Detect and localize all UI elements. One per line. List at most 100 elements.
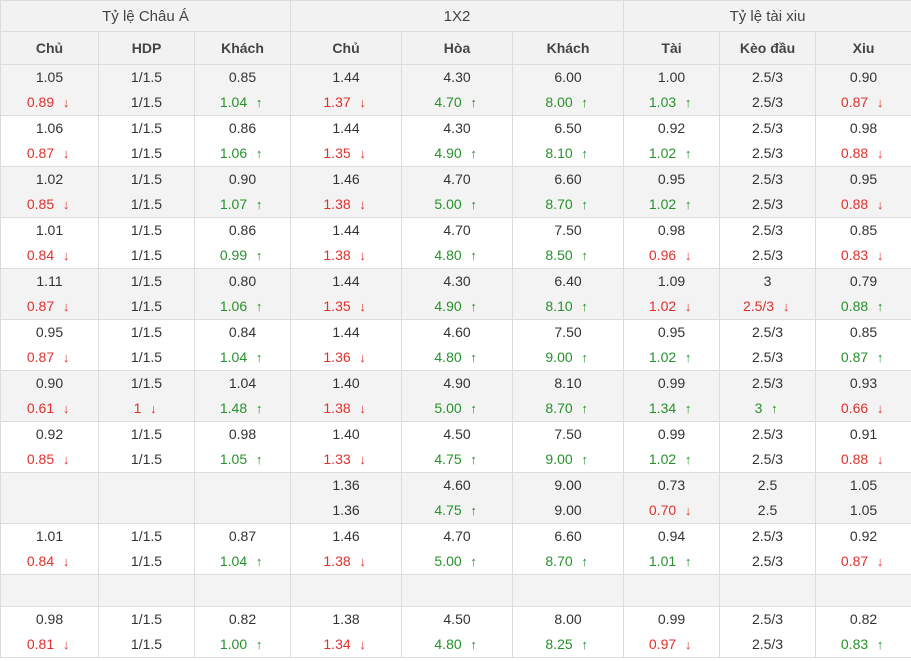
opening-odds: 1.36: [291, 473, 401, 498]
odds-value: 0.86: [228, 222, 257, 238]
opening-odds: 1.11: [1, 269, 98, 294]
live-odds: 1.34 ↓: [291, 632, 401, 657]
odds-value: 0.95: [35, 324, 64, 340]
odds-value: 9.00: [554, 477, 582, 493]
odds-value: 0.91: [849, 426, 878, 442]
odds-value: 1/1.5: [130, 375, 163, 391]
opening-odds: 0.92: [624, 116, 719, 141]
cell-1x2-draw: 4.90 5.00 ↑: [401, 370, 514, 422]
odds-value: 0.90: [35, 375, 64, 391]
odds-value: 0.92: [657, 120, 686, 136]
odds-row: 0.95 0.87 ↓ 1/1.5 1/1.5 0.84 1.04 ↑ 1.44 1.36 ↓ 4.6…: [0, 319, 911, 371]
opening-odds: 4.60: [402, 473, 512, 498]
live-odds: 2.5/3: [720, 345, 815, 370]
col-1x2-home: Chủ: [290, 31, 403, 65]
arrow-up-icon: ↑: [684, 197, 692, 212]
live-odds: 2.5: [720, 498, 815, 523]
cell-ou-line: 2.5/3 2.5/3: [719, 319, 817, 371]
cell-ah-away: 0.98 1.05 ↑: [193, 421, 292, 473]
arrow-down-icon: ↓: [62, 452, 70, 467]
live-odds: 5.00 ↑: [402, 549, 512, 574]
opening-odds: 0.84: [195, 320, 290, 345]
live-odds: 5.00 ↑: [402, 192, 512, 217]
odds-value: 4.50: [443, 426, 471, 442]
cell-ou-under: 0.79 0.88 ↑: [815, 268, 911, 320]
opening-odds: 1/1.5: [99, 218, 194, 243]
cell-ah-away: 0.82 1.00 ↑: [193, 606, 292, 658]
cell-1x2-away: 8.10 8.70 ↑: [512, 370, 625, 422]
cell-ou-over: 0.92 1.02 ↑: [623, 115, 721, 167]
odds-value: 0.88: [840, 145, 869, 161]
odds-value: 1.05: [35, 69, 64, 85]
live-odds: 4.75 ↑: [402, 447, 512, 472]
live-odds: 0.87 ↓: [816, 90, 911, 115]
cell-1x2-away: 6.50 8.10 ↑: [512, 115, 625, 167]
opening-odds: 1.46: [291, 167, 401, 192]
arrow-down-icon: ↓: [684, 637, 692, 652]
odds-value: 0.87: [26, 145, 55, 161]
odds-value: 0.95: [657, 324, 686, 340]
col-ou-over: Tài: [623, 31, 721, 65]
arrow-up-icon: ↑: [255, 554, 263, 569]
group-over-under: Tỷ lệ tài xiu: [623, 0, 911, 32]
live-odds: 1.04 ↑: [195, 345, 290, 370]
opening-odds: 4.70: [402, 167, 512, 192]
live-odds: 2.5/3: [720, 192, 815, 217]
odds-value: 2.5/3: [751, 247, 784, 263]
odds-row: [0, 574, 911, 607]
live-odds: 2.5/3: [720, 243, 815, 268]
odds-value: 4.30: [443, 273, 471, 289]
arrow-down-icon: ↓: [359, 452, 366, 467]
odds-value: 1: [133, 400, 142, 416]
arrow-up-icon: ↑: [684, 350, 692, 365]
live-odds: 1.05 ↑: [195, 447, 290, 472]
odds-value: 0.94: [657, 528, 686, 544]
odds-value: 0.87: [840, 94, 869, 110]
cell-ah-home: [0, 472, 99, 524]
odds-value: 0.61: [26, 400, 55, 416]
odds-row: 1.06 0.87 ↓ 1/1.5 1/1.5 0.86 1.06 ↑ 1.44 1.35 ↓ 4.3…: [0, 115, 911, 167]
odds-value: 4.80: [434, 247, 462, 263]
opening-odds: 4.30: [402, 269, 512, 294]
odds-value: 0.95: [657, 171, 686, 187]
arrow-up-icon: ↑: [684, 95, 692, 110]
cell-ou-over: 0.94 1.01 ↑: [623, 523, 721, 575]
live-odds: 0.61 ↓: [1, 396, 98, 421]
odds-value: 2.5/3: [751, 196, 784, 212]
live-odds: 1.02 ↑: [624, 345, 719, 370]
live-odds: 1.02 ↑: [624, 447, 719, 472]
live-odds: 1.34 ↑: [624, 396, 719, 421]
odds-value: 9.00: [554, 502, 582, 518]
opening-odds: 0.92: [1, 422, 98, 447]
live-odds: 8.70 ↑: [513, 396, 623, 421]
odds-value: 0.87: [26, 349, 55, 365]
odds-value: 1.44: [332, 222, 360, 238]
live-odds: 1.38 ↓: [291, 192, 401, 217]
odds-value: 7.50: [554, 324, 582, 340]
cell-ah-away: 0.86 0.99 ↑: [193, 217, 292, 269]
arrow-up-icon: ↑: [255, 452, 263, 467]
opening-odds: 0.95: [624, 320, 719, 345]
odds-value: 1/1.5: [130, 611, 163, 627]
odds-value: 0.87: [26, 298, 55, 314]
opening-odds: 0.85: [195, 65, 290, 90]
live-odds: 0.84 ↓: [1, 243, 98, 268]
odds-value: 1.02: [648, 349, 677, 365]
odds-value: 4.30: [443, 69, 471, 85]
odds-value: 0.99: [657, 611, 686, 627]
arrow-down-icon: ↓: [684, 248, 692, 263]
opening-odds: 0.99: [624, 607, 719, 632]
cell-ou-under: [815, 574, 911, 607]
arrow-down-icon: ↓: [62, 554, 70, 569]
live-odds: 0.89 ↓: [1, 90, 98, 115]
odds-value: 1.01: [35, 222, 64, 238]
odds-value: 0.93: [849, 375, 878, 391]
odds-value: 0.98: [228, 426, 257, 442]
cell-ou-over: 0.95 1.02 ↑: [623, 319, 721, 371]
opening-odds: 7.50: [513, 320, 623, 345]
cell-1x2-home: 1.46 1.38 ↓: [290, 166, 403, 218]
odds-value: 2.5/3: [751, 145, 784, 161]
cell-ou-over: 0.99 0.97 ↓: [623, 606, 721, 658]
opening-odds: 1/1.5: [99, 116, 194, 141]
